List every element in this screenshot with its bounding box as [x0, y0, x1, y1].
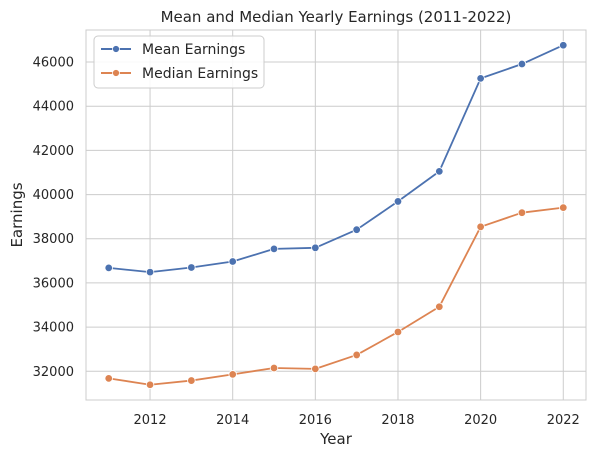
median-earnings-point [145, 380, 155, 389]
mean-earnings-point [104, 263, 113, 273]
mean-earnings-point [517, 59, 527, 69]
mean-earnings-point [311, 243, 320, 253]
legend-box [93, 35, 265, 89]
legend: Mean Earnings Median Earnings [93, 35, 265, 89]
x-axis-title: Year [319, 430, 353, 448]
mean-earnings-point [269, 244, 279, 254]
median-earnings-point [187, 376, 196, 385]
mean-earnings-point [352, 225, 361, 234]
median-earnings-point [476, 222, 485, 232]
mean-earnings-point [435, 167, 444, 176]
y-tick-label: 38000 [33, 232, 74, 247]
y-tick-label: 40000 [33, 188, 74, 203]
y-tick-labels: 32000 34000 36000 38000 40000 42000 44000 46000 [33, 56, 74, 380]
legend-mean-marker [112, 45, 120, 53]
mean-earnings-point [393, 197, 403, 206]
mean-earnings-point [476, 74, 485, 83]
y-tick-label: 42000 [33, 144, 74, 159]
median-earnings-point [311, 364, 320, 374]
mean-earnings-line [108, 44, 564, 274]
y-tick-label: 32000 [33, 365, 74, 380]
median-earnings-point [435, 302, 444, 311]
x-tick-label: 2020 [464, 413, 497, 428]
mean-earnings-point [187, 263, 196, 272]
plot-area-frame [85, 29, 587, 401]
x-tick-label: 2018 [381, 413, 414, 428]
y-tick-label: 36000 [33, 276, 74, 291]
y-tick-label: 46000 [33, 56, 74, 71]
legend-median-label: Median Earnings [142, 66, 258, 82]
mean-earnings-point [559, 41, 568, 50]
x-tick-label: 2022 [547, 413, 580, 428]
median-earnings-point [559, 203, 568, 212]
x-tick-label: 2016 [299, 413, 332, 428]
legend-median-marker [112, 69, 120, 77]
median-earnings-line [108, 206, 564, 386]
median-earnings-point [104, 374, 113, 383]
y-tick-label: 44000 [33, 100, 74, 115]
x-tick-label: 2012 [134, 413, 167, 428]
mean-earnings-point [145, 267, 155, 277]
median-earnings-point [228, 370, 237, 379]
x-tick-labels: 2012 2014 2016 2018 2020 2022 [134, 413, 580, 428]
median-earnings-point [352, 350, 361, 360]
grid-lines [86, 30, 586, 400]
legend-mean-label: Mean Earnings [142, 42, 245, 58]
median-earnings-point [393, 327, 403, 337]
median-earnings-point [517, 208, 527, 217]
mean-earnings-point [228, 257, 237, 266]
y-tick-label: 34000 [33, 321, 74, 336]
x-tick-label: 2014 [216, 413, 249, 428]
median-earnings-point [269, 363, 279, 373]
series-group [104, 41, 568, 389]
chart-title: Mean and Median Yearly Earnings (2011-20… [161, 8, 512, 26]
y-axis-title: Earnings [8, 182, 26, 247]
